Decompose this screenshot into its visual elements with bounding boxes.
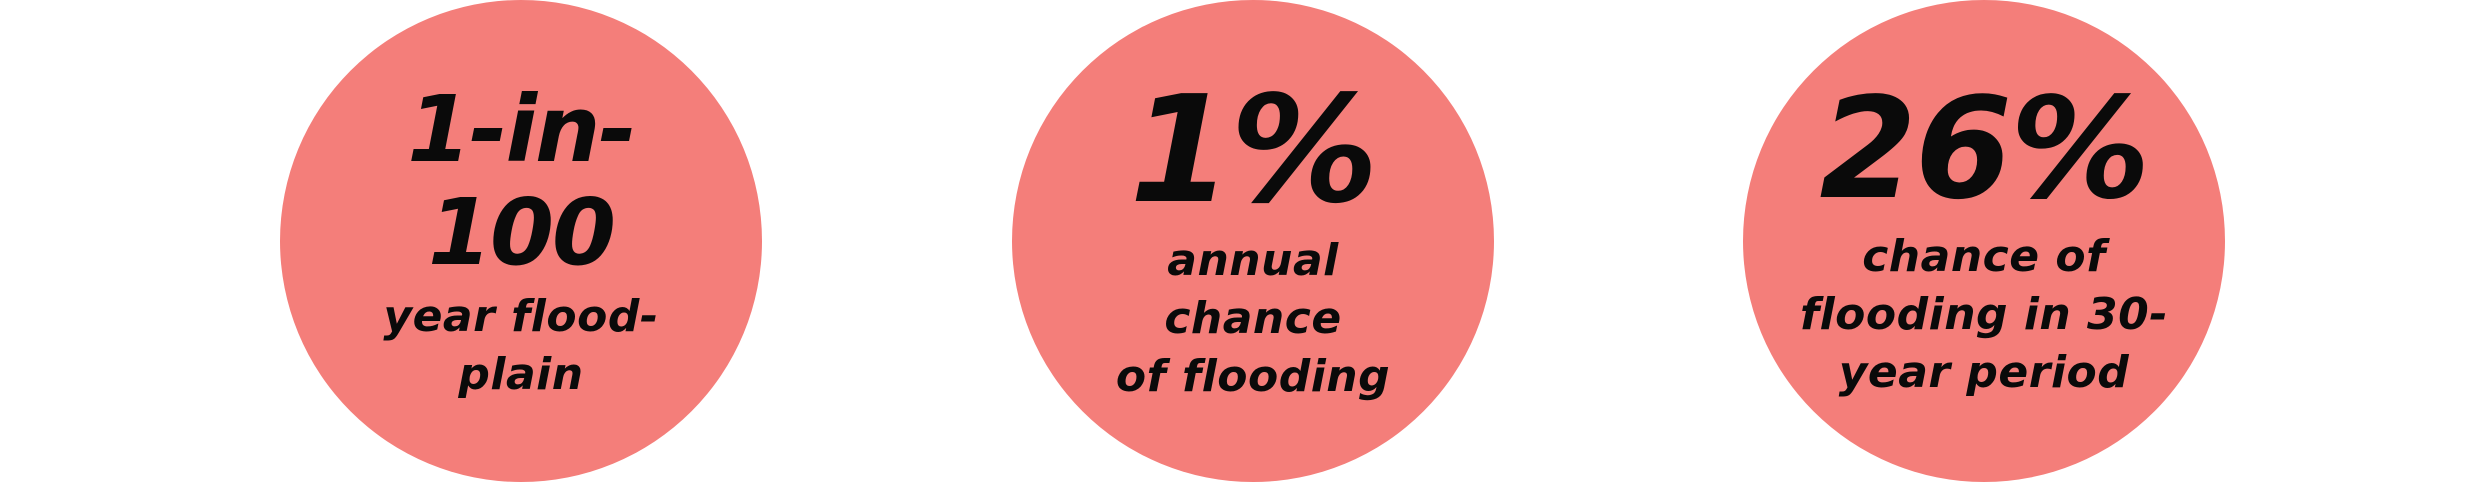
stat-caption: year flood- plain <box>383 290 659 401</box>
stat-value: 1% <box>1129 63 1378 236</box>
stat-caption: annual chance of flooding <box>1115 234 1391 403</box>
stat-circle-floodplain: 1-in- 100 year flood- plain <box>280 0 762 482</box>
stat-circle-30-year-chance: 26% chance of flooding in 30- year perio… <box>1743 0 2225 482</box>
stat-value: 1-in- 100 <box>407 75 636 286</box>
stat-caption: chance of flooding in 30- year period <box>1799 230 2169 399</box>
stat-circle-annual-chance: 1% annual chance of flooding <box>1012 0 1494 482</box>
stat-value: 26% <box>1819 67 2150 231</box>
